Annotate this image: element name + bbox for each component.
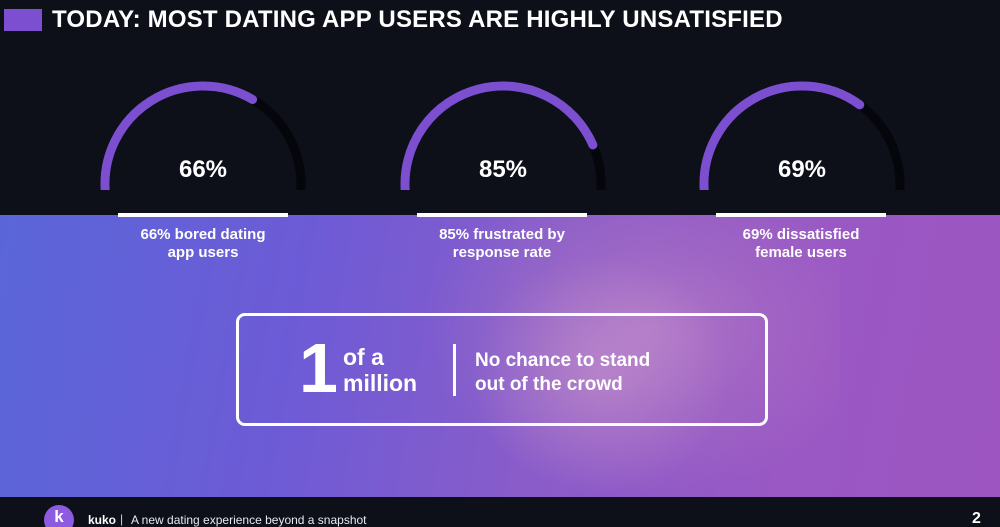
gauge-fill: [400, 81, 598, 190]
callout-big-number: 1: [299, 329, 338, 407]
footer-separator: |: [120, 512, 124, 526]
gauge-arc: [699, 81, 905, 190]
title-bar: TODAY: MOST DATING APP USERS ARE HIGHLY …: [0, 0, 1000, 44]
gauge-dissatisfied-female: 69%: [696, 78, 908, 190]
caption-line: 66% bored dating: [140, 226, 266, 243]
caption-line: 85% frustrated by: [439, 226, 565, 243]
caption-line: app users: [167, 244, 239, 261]
title-accent-bar: [4, 9, 42, 31]
page-number: 2: [972, 510, 981, 527]
caption-line: female users: [755, 244, 847, 261]
gauge-caption: 69% dissatisfied female users: [695, 226, 907, 262]
brand-name: kuko: [88, 513, 117, 527]
caption-underline: [417, 213, 587, 217]
photo-overlay: [420, 215, 840, 497]
callout-text: No chance to stand out of the crowd: [475, 349, 695, 397]
gauge-value: 85%: [478, 156, 528, 183]
gauge-caption: 85% frustrated by response rate: [396, 226, 608, 262]
caption-line: 69% dissatisfied: [742, 226, 860, 243]
callout-divider: [453, 344, 456, 396]
callout-sub-line: million: [343, 370, 418, 396]
callout-sub-line: of a: [343, 344, 384, 370]
callout-sub-text: of a million: [343, 344, 453, 396]
page-title: TODAY: MOST DATING APP USERS ARE HIGHLY …: [52, 6, 783, 33]
footer: k kuko | A new dating experience beyond …: [0, 497, 1000, 527]
caption-underline: [716, 213, 886, 217]
gauge-bored-users: 66%: [97, 78, 309, 190]
callout-text-line: No chance to stand: [475, 350, 651, 371]
gauge-caption: 66% bored dating app users: [97, 226, 309, 262]
logo-letter: k: [54, 507, 64, 526]
gauge-value: 69%: [777, 156, 827, 183]
kuko-logo: k: [44, 505, 74, 527]
caption-line: response rate: [452, 244, 552, 261]
gauge-arc: [400, 81, 606, 190]
callout-text-line: out of the crowd: [475, 374, 623, 395]
gauge-value: 66%: [178, 156, 228, 183]
caption-underline: [118, 213, 288, 217]
gauge-arc: [100, 81, 306, 190]
photo-band: [0, 215, 1000, 497]
gauge-fill: [100, 81, 258, 190]
photo-overlay-highlight: [470, 255, 730, 495]
gauge-frustrated-users: 85%: [397, 78, 609, 190]
gauge-fill: [699, 81, 865, 190]
footer-tagline: A new dating experience beyond a snapsho…: [131, 513, 367, 527]
callout-box: 1 of a million No chance to stand out of…: [236, 313, 768, 426]
